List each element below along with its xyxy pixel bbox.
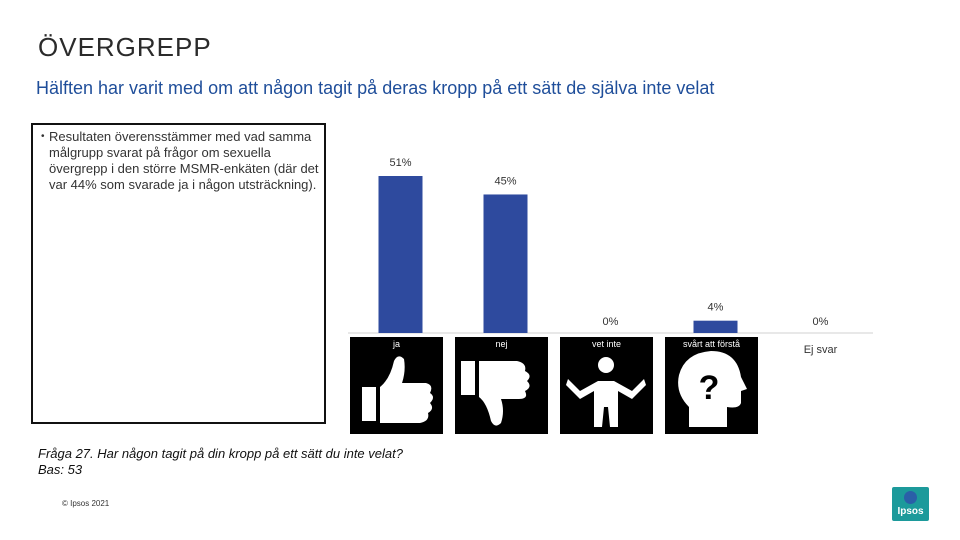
shrug-person-icon (566, 357, 646, 427)
ipsos-logo: Ipsos (892, 487, 929, 521)
bullet-dot-icon: • (41, 131, 45, 142)
category-label-4: Ej svar (804, 344, 838, 356)
data-label-3: 4% (708, 302, 724, 314)
bullet-text: Resultaten överensstämmer med vad samma … (49, 129, 319, 192)
question-line: Fråga 27. Har någon tagit på din kropp p… (38, 446, 403, 461)
bar-1 (483, 194, 528, 333)
bar-3 (693, 320, 738, 333)
icon-block-ja: ja (350, 337, 443, 434)
logo-circle-icon (904, 491, 917, 504)
thumbs-up-icon (362, 356, 433, 423)
icon-block-nej: nej (455, 337, 548, 434)
comment-box: • Resultaten överensstämmer med vad samm… (31, 123, 326, 424)
head-question-icon: ? (678, 351, 747, 427)
slide-subtitle: Hälften har varit med om att någon tagit… (36, 78, 715, 98)
svg-text:?: ? (699, 369, 720, 407)
thumbs-down-icon (461, 361, 530, 426)
icon-label-vet-inte: vet inte (591, 339, 622, 349)
icon-label-ja: ja (392, 339, 400, 349)
base-line: Bas: 53 (38, 462, 83, 477)
slide-title: ÖVERGREPP (38, 32, 212, 62)
icon-label-svart-att-forsta: svårt att förstå (682, 339, 741, 349)
data-label-1: 45% (494, 175, 516, 187)
data-label-0: 51% (389, 157, 411, 169)
bullet-item: • Resultaten överensstämmer med vad samm… (41, 129, 321, 193)
question-text: Fråga 27. Har någon tagit på din kropp p… (38, 446, 403, 478)
data-label-2: 0% (603, 316, 619, 328)
data-label-4: 0% (813, 316, 829, 328)
bar-0 (378, 176, 423, 333)
copyright: © Ipsos 2021 (62, 499, 110, 508)
icon-block-vet-inte: vet inte (560, 337, 653, 434)
icon-label-nej: nej (495, 339, 508, 349)
icon-block-svart-att-forsta: svårt att förstå ? (665, 337, 758, 434)
logo-text: Ipsos (897, 506, 924, 517)
